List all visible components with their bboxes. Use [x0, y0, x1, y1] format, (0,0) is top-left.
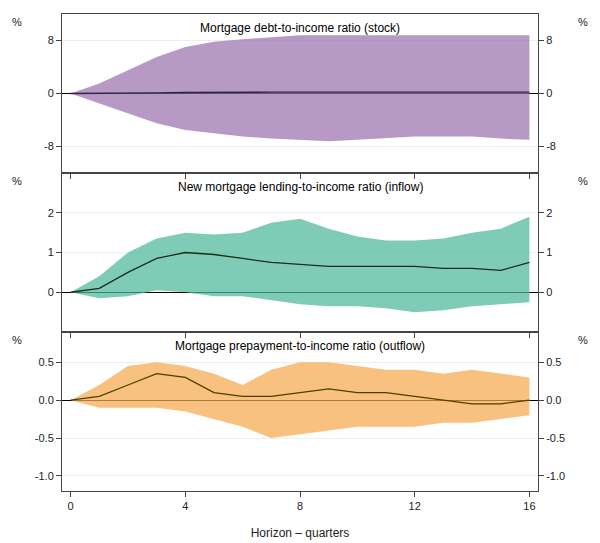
svg-text:Mortgage prepayment-to-income: Mortgage prepayment-to-income ratio (out…	[175, 339, 425, 353]
svg-text:%: %	[578, 175, 588, 187]
svg-text:0: 0	[48, 286, 54, 298]
svg-text:0: 0	[546, 87, 552, 99]
svg-text:0: 0	[68, 500, 74, 512]
svg-text:2: 2	[48, 207, 54, 219]
svg-text:2: 2	[546, 207, 552, 219]
svg-text:0: 0	[48, 87, 54, 99]
svg-text:-1.0: -1.0	[35, 470, 54, 482]
svg-text:0.0: 0.0	[546, 394, 561, 406]
svg-text:0.5: 0.5	[39, 356, 54, 368]
svg-text:0: 0	[546, 286, 552, 298]
svg-text:Horizon – quarters: Horizon – quarters	[251, 526, 350, 540]
svg-text:12: 12	[409, 500, 421, 512]
svg-text:4: 4	[182, 500, 188, 512]
svg-text:-8: -8	[44, 140, 54, 152]
svg-text:1: 1	[546, 246, 552, 258]
svg-text:8: 8	[297, 500, 303, 512]
svg-text:1: 1	[48, 246, 54, 258]
svg-text:%: %	[12, 334, 22, 346]
svg-text:%: %	[578, 334, 588, 346]
svg-text:Mortgage debt-to-income ratio: Mortgage debt-to-income ratio (stock)	[200, 21, 400, 35]
svg-text:-1.0: -1.0	[546, 470, 565, 482]
svg-text:-0.5: -0.5	[35, 432, 54, 444]
svg-text:-0.5: -0.5	[546, 432, 565, 444]
svg-text:0.5: 0.5	[546, 356, 561, 368]
svg-text:-8: -8	[546, 140, 556, 152]
svg-text:%: %	[578, 16, 588, 28]
svg-text:16: 16	[523, 500, 535, 512]
svg-text:8: 8	[546, 34, 552, 46]
svg-text:8: 8	[48, 34, 54, 46]
svg-text:%: %	[12, 16, 22, 28]
svg-text:%: %	[12, 175, 22, 187]
svg-text:New mortgage lending-to-income: New mortgage lending-to-income ratio (in…	[178, 180, 423, 194]
svg-text:0.0: 0.0	[39, 394, 54, 406]
